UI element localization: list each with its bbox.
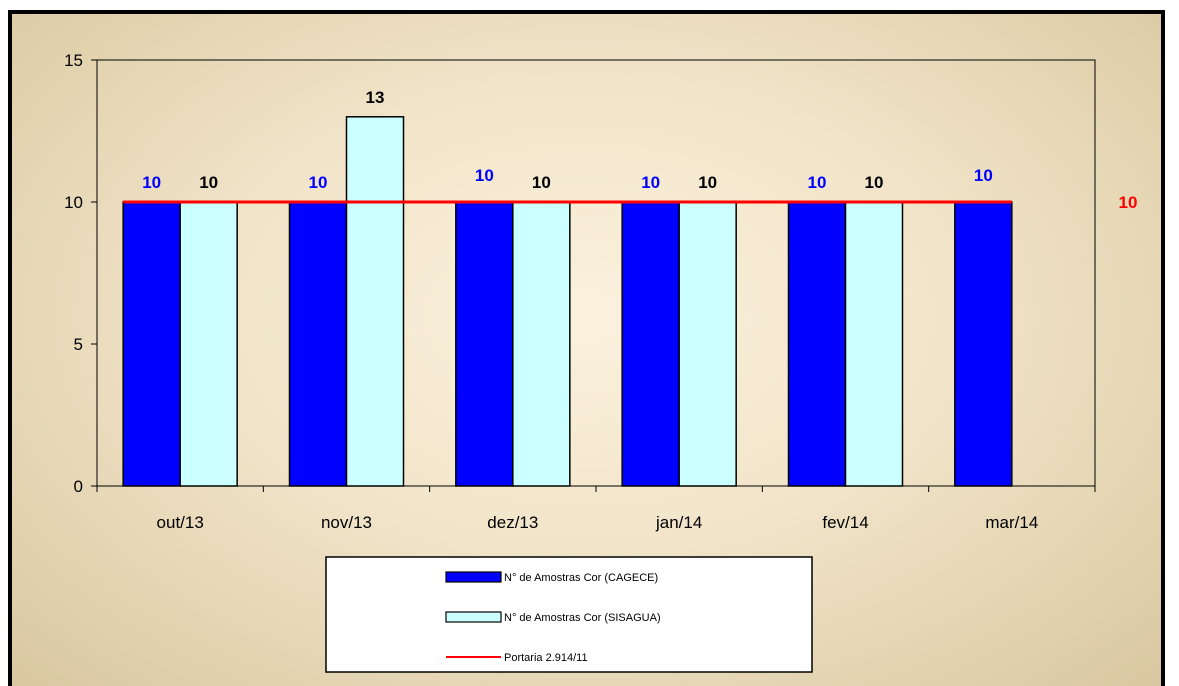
x-tick-label: out/13 [157,513,204,532]
bar-sisagua [179,201,238,487]
y-tick-label: 10 [64,193,83,212]
legend-label: Portaria 2.914/11 [504,652,588,664]
data-label-sisagua: 10 [532,173,551,192]
x-tick-label: mar/14 [985,513,1038,532]
x-tick-label: fev/14 [822,513,868,532]
reference-line-label: 10 [1119,193,1138,212]
data-label-sisagua: 13 [366,88,385,107]
bar-cagece [122,201,181,487]
bar-sisagua [345,116,405,487]
data-label-sisagua: 10 [865,173,884,192]
y-tick-label: 15 [64,51,83,70]
y-tick-label: 5 [74,335,83,354]
data-label-cagece: 10 [309,173,328,192]
legend-swatch [445,571,502,583]
legend-label: N° de Amostras Cor (CAGECE) [504,572,658,584]
x-tick-label: dez/13 [487,513,538,532]
x-tick-label: nov/13 [321,513,372,532]
legend [325,556,813,673]
data-label-sisagua: 10 [698,173,717,192]
data-label-cagece: 10 [808,173,827,192]
bar-cagece [954,201,1013,487]
legend-label: N° de Amostras Cor (SISAGUA) [504,612,661,624]
data-label-cagece: 10 [142,173,161,192]
bar-cagece [621,201,680,487]
data-label-cagece: 10 [641,173,660,192]
plot-area [96,59,1096,487]
data-label-cagece: 10 [475,166,494,185]
bar-sisagua [512,201,571,487]
data-label-sisagua: 10 [199,173,218,192]
bar-cagece [787,201,847,487]
bar-cagece [288,201,348,487]
x-tick-label: jan/14 [655,513,702,532]
bar-sisagua [844,201,904,487]
data-label-cagece: 10 [974,166,993,185]
bar-cagece [455,201,514,487]
y-tick-label: 0 [74,477,83,496]
legend-swatch [445,611,502,623]
bar-sisagua [678,201,737,487]
